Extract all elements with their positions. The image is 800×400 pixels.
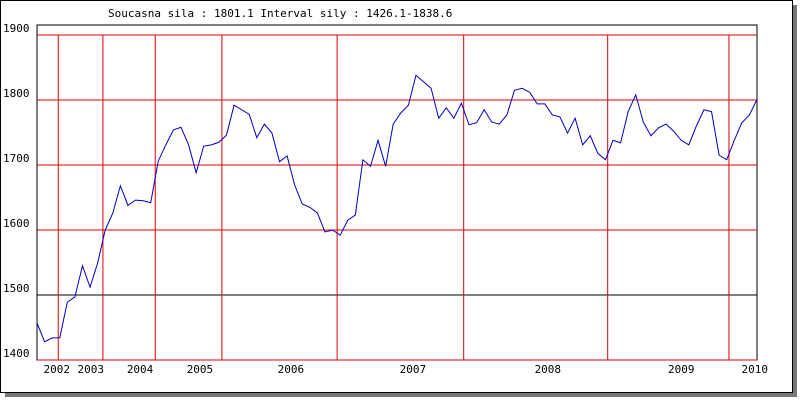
chart-title: Soucasna sila : 1801.1 Interval sily : 1… — [108, 7, 452, 20]
y-tick-label: 1400 — [3, 347, 30, 360]
y-tick-label: 1600 — [3, 217, 30, 230]
frame — [0, 0, 793, 393]
x-tick-label: 2010 — [741, 363, 768, 376]
x-tick-label: 2007 — [400, 363, 427, 376]
y-tick-label: 1800 — [3, 87, 30, 100]
data-line — [36, 74, 758, 343]
x-tick-label: 2006 — [278, 363, 305, 376]
x-tick-label: 2004 — [127, 363, 154, 376]
y-tick-label: 1500 — [3, 282, 30, 295]
x-tick-label: 2008 — [535, 363, 562, 376]
y-tick-label: 1700 — [3, 152, 30, 165]
x-tick-label: 2009 — [668, 363, 695, 376]
y-tick-label: 1900 — [3, 22, 30, 35]
x-tick-label: 2003 — [78, 363, 105, 376]
x-tick-label: 2002 — [43, 363, 70, 376]
x-tick-label: 2005 — [187, 363, 214, 376]
